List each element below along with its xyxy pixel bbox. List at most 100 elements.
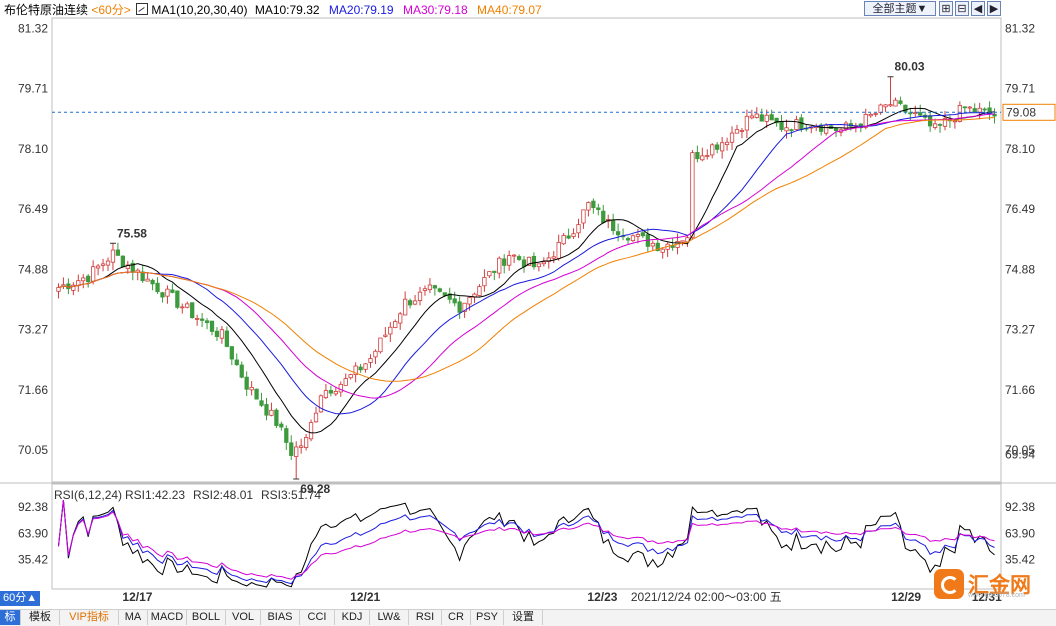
- candle-body: [229, 346, 234, 360]
- y-tick-label-left-1: 79.71: [18, 82, 48, 96]
- tab-cr[interactable]: CR: [442, 610, 471, 625]
- scroll-left-icon[interactable]: ◀: [971, 1, 985, 16]
- candle-body: [928, 115, 933, 127]
- zoom-in-icon[interactable]: ⊞: [939, 1, 953, 16]
- ma40-line: [58, 117, 995, 382]
- rsi-tick-right-1: 63.90: [1005, 526, 1035, 540]
- tab-ma[interactable]: MA: [119, 610, 148, 625]
- candle-body: [412, 300, 418, 305]
- candle-body: [511, 254, 517, 257]
- x-tick-label-1: 12/21: [350, 590, 380, 604]
- tab-boll[interactable]: BOLL: [187, 610, 226, 625]
- annotation-0: 75.58: [117, 226, 147, 240]
- candle-body: [56, 287, 61, 292]
- tab-psy[interactable]: PSY: [471, 610, 504, 625]
- candle-body: [180, 306, 185, 309]
- last-price-box: [1002, 103, 1056, 121]
- candle-body: [640, 232, 646, 237]
- theme-dropdown-button[interactable]: 全部主题▼: [864, 1, 936, 16]
- candle-body: [650, 242, 655, 247]
- candle-body: [779, 121, 784, 130]
- period-selector[interactable]: 60分▲: [0, 591, 41, 606]
- candle-body: [249, 386, 254, 391]
- tab-macd[interactable]: MACD: [148, 610, 187, 625]
- candle-body: [427, 284, 433, 290]
- candle-body: [769, 114, 774, 121]
- candle-body: [833, 127, 839, 132]
- tab-cci[interactable]: CCI: [300, 610, 335, 625]
- candle-body: [224, 330, 229, 347]
- candle-body: [759, 114, 764, 122]
- candle-body: [843, 122, 849, 130]
- tab-kdj[interactable]: KDJ: [335, 610, 370, 625]
- candle-body: [190, 302, 195, 319]
- candle-body: [195, 318, 200, 320]
- candle-body: [308, 422, 314, 440]
- candle-body: [739, 130, 745, 132]
- candle-body: [952, 120, 958, 123]
- ma-indicator-icon: [136, 3, 149, 15]
- candle-body: [581, 209, 586, 224]
- candle-body: [86, 275, 91, 283]
- y-tick-label-right-6: 71.66: [1005, 383, 1035, 397]
- low-right-label: 69.94: [1005, 447, 1035, 461]
- candle-body: [110, 249, 116, 263]
- candle-body: [883, 104, 888, 108]
- zoom-out-icon[interactable]: ⊟: [955, 1, 969, 16]
- candle-body: [185, 303, 190, 308]
- tab-vol[interactable]: VOL: [226, 610, 261, 625]
- candle-body: [299, 445, 304, 448]
- ma20-value: MA20:79.19: [328, 3, 394, 17]
- tab-vip-indicator[interactable]: VIP指标: [60, 610, 119, 625]
- tab-settings[interactable]: 设置: [504, 610, 543, 625]
- candle-body: [977, 107, 982, 113]
- candle-body: [199, 318, 205, 321]
- candle-body: [462, 302, 467, 312]
- candle-body: [259, 400, 264, 406]
- candle-body: [784, 127, 789, 132]
- candle-body: [294, 446, 299, 457]
- candle-body: [868, 114, 873, 117]
- candle-body: [219, 329, 225, 339]
- candle-body: [724, 141, 730, 146]
- candle-body: [591, 200, 596, 209]
- y-tick-label-left-0: 81.32: [18, 21, 48, 35]
- period-label[interactable]: <60分>: [91, 3, 131, 17]
- logo: 汇金网 www.gold678.com: [934, 567, 1056, 601]
- candle-body: [442, 292, 447, 296]
- candle-body: [363, 363, 368, 370]
- scroll-right-icon[interactable]: ▶: [987, 1, 1001, 16]
- y-tick-label-right-4: 74.88: [1005, 262, 1035, 276]
- candle-body: [254, 388, 259, 400]
- candle-body: [165, 288, 170, 297]
- rsi-tick-right-2: 35.42: [1005, 553, 1035, 567]
- candle-body: [264, 404, 269, 416]
- candle-body: [170, 289, 175, 293]
- candle-body: [888, 104, 893, 107]
- candle-body: [695, 151, 700, 160]
- candle-body: [982, 108, 987, 111]
- candle-body: [749, 115, 754, 119]
- tab-indicator[interactable]: 标: [0, 610, 21, 625]
- tab-rsi[interactable]: RSI: [409, 610, 442, 625]
- rsi-tick-left-1: 63.90: [18, 526, 48, 540]
- chart-header: 布伦特原油连续 <60分> MA1(10,20,30,40) MA10:79.3…: [4, 2, 542, 18]
- ma10-line: [58, 107, 995, 434]
- candle-body: [502, 258, 507, 266]
- candle-body: [744, 115, 750, 131]
- candle-body: [105, 260, 111, 266]
- candle-body: [234, 359, 239, 366]
- candle-body: [536, 263, 542, 268]
- candle-body: [95, 265, 101, 269]
- tab-template[interactable]: 模板: [21, 610, 60, 625]
- tab-lw[interactable]: LW&: [370, 610, 409, 625]
- tab-bias[interactable]: BIAS: [261, 610, 300, 625]
- candle-body: [204, 320, 210, 323]
- candle-body: [794, 119, 799, 130]
- candle-body: [457, 301, 462, 313]
- candle-body: [284, 428, 289, 443]
- candle-body: [561, 235, 566, 245]
- candle-body: [932, 123, 938, 128]
- candle-body: [417, 291, 423, 301]
